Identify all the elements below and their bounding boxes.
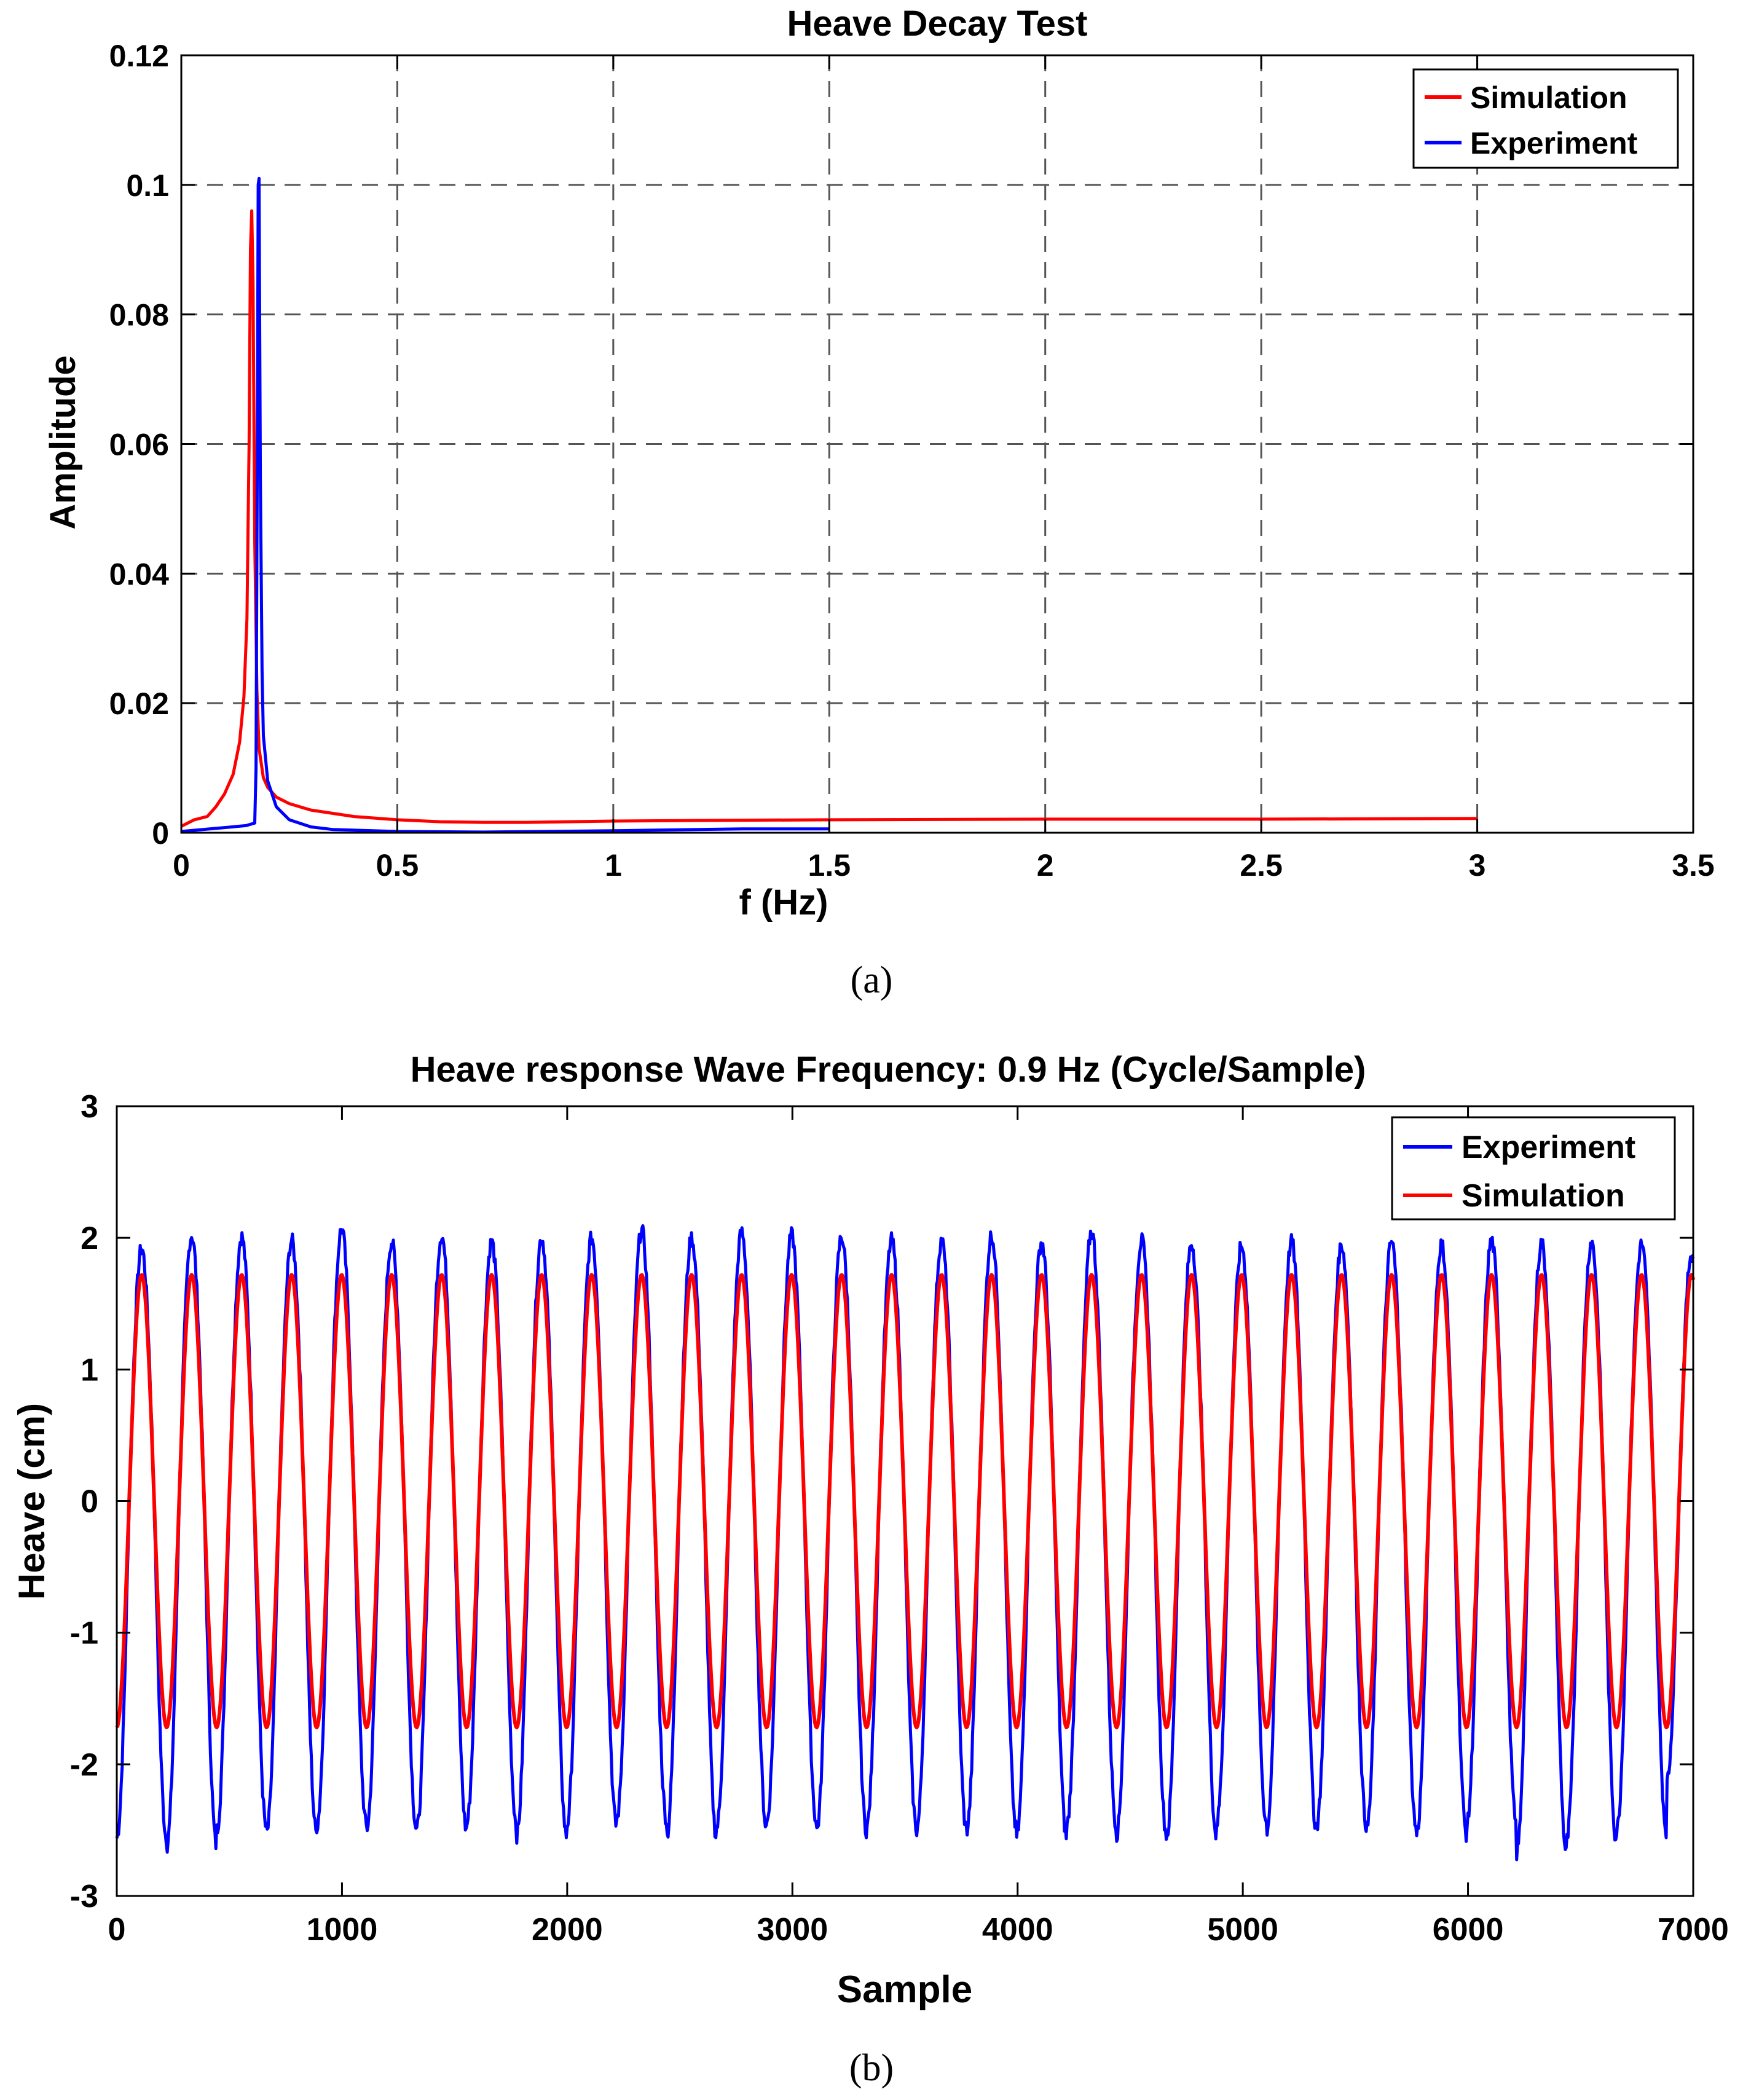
chart-a-ticks	[180, 54, 1694, 834]
chart-b-xlabel: Sample	[837, 1968, 973, 2011]
chart-b-xtick-label: 6000	[1433, 1912, 1504, 1948]
chart-a-xtick-label: 0.5	[376, 848, 419, 883]
chart-b-legend-experiment: Experiment	[1462, 1130, 1635, 1165]
chart-b-ytick-label: 2	[81, 1221, 98, 1256]
chart-b-ytick-label: 0	[81, 1484, 98, 1520]
chart-a: Heave Decay Test 0 0.5 1 1.5 2 2.5 3 3.5 00.020…	[43, 4, 1715, 922]
chart-a-ylabel: Amplitude	[43, 355, 83, 530]
chart-a-xtick-label: 3	[1469, 848, 1486, 883]
chart-a-xtick-label: 2.5	[1240, 848, 1283, 883]
chart-a-ytick-label: 0.02	[109, 686, 169, 721]
chart-a-ytick-label: 0.08	[109, 298, 169, 332]
chart-a-x-ticklabels: 0 0.5 1 1.5 2 2.5 3 3.5	[173, 848, 1715, 883]
chart-a-title: Heave Decay Test	[787, 4, 1087, 44]
chart-a-ytick-label: 0.06	[109, 428, 169, 462]
chart-b-xtick-label: 0	[108, 1912, 126, 1948]
chart-b-ylabel: Heave (cm)	[11, 1403, 52, 1600]
chart-b-ticks	[116, 1105, 1694, 1897]
chart-b-ytick-label: -3	[70, 1879, 98, 1914]
chart-a-series-simulation	[180, 209, 1477, 828]
chart-b-xtick-label: 2000	[532, 1912, 603, 1948]
chart-b-ytick-label: -1	[70, 1616, 98, 1651]
chart-b-xtick-label: 5000	[1207, 1912, 1278, 1948]
chart-a-legend-box	[1412, 68, 1679, 169]
chart-a-legend: Simulation Experiment	[1412, 68, 1679, 169]
chart-a-y-ticklabels: 0 0.02 0.04 0.06 0.08 0.1 0.12	[109, 39, 170, 851]
chart-a-ytick-label: 0.1	[126, 168, 169, 203]
chart-a-ytick-label: 0.12	[109, 39, 169, 73]
chart-a-series-experiment	[181, 176, 830, 834]
chart-b-ytick-label: 3	[81, 1089, 98, 1125]
chart-a-grid	[181, 55, 1693, 833]
chart-b-series-simulation	[115, 1273, 1695, 1729]
chart-a-xtick-label: 1.5	[808, 848, 851, 883]
chart-b-lines	[115, 1224, 1695, 1862]
chart-a-xtick-label: 2	[1037, 848, 1054, 883]
chart-b-legend-simulation: Simulation	[1462, 1178, 1625, 1214]
chart-b-xtick-label: 7000	[1658, 1912, 1729, 1948]
chart-a-xtick-label: 3.5	[1672, 848, 1715, 883]
chart-b-xtick-label: 4000	[982, 1912, 1053, 1948]
caption-a: (a)	[850, 959, 893, 1001]
chart-a-xlabel: f (Hz)	[739, 883, 828, 922]
chart-b-xtick-label: 1000	[307, 1912, 378, 1948]
chart-b-ytick-label: -2	[70, 1747, 98, 1783]
chart-b-x-ticklabels: 0 1000 2000 3000 4000 5000 6000 7000	[108, 1912, 1729, 1948]
chart-a-xtick-label: 0	[173, 848, 190, 883]
chart-a-legend-simulation: Simulation	[1470, 81, 1627, 115]
chart-b-ytick-label: 1	[81, 1352, 98, 1388]
chart-a-ytick-label: 0.04	[109, 557, 170, 591]
chart-a-legend-experiment: Experiment	[1470, 126, 1638, 160]
chart-b-legend-box	[1391, 1116, 1676, 1221]
chart-b-legend: Experiment Simulation	[1391, 1116, 1676, 1221]
chart-b-title: Heave response Wave Frequency: 0.9 Hz (C…	[411, 1050, 1366, 1090]
chart-b-y-ticklabels: -3 -2 -1 0 1 2 3	[70, 1089, 98, 1914]
chart-b: Heave response Wave Frequency: 0.9 Hz (C…	[11, 1050, 1729, 2011]
chart-b-xtick-label: 3000	[757, 1912, 828, 1948]
chart-a-ytick-label: 0	[152, 816, 169, 851]
chart-a-lines	[180, 176, 1477, 834]
chart-a-xtick-label: 1	[605, 848, 622, 883]
caption-b: (b)	[849, 2047, 894, 2089]
